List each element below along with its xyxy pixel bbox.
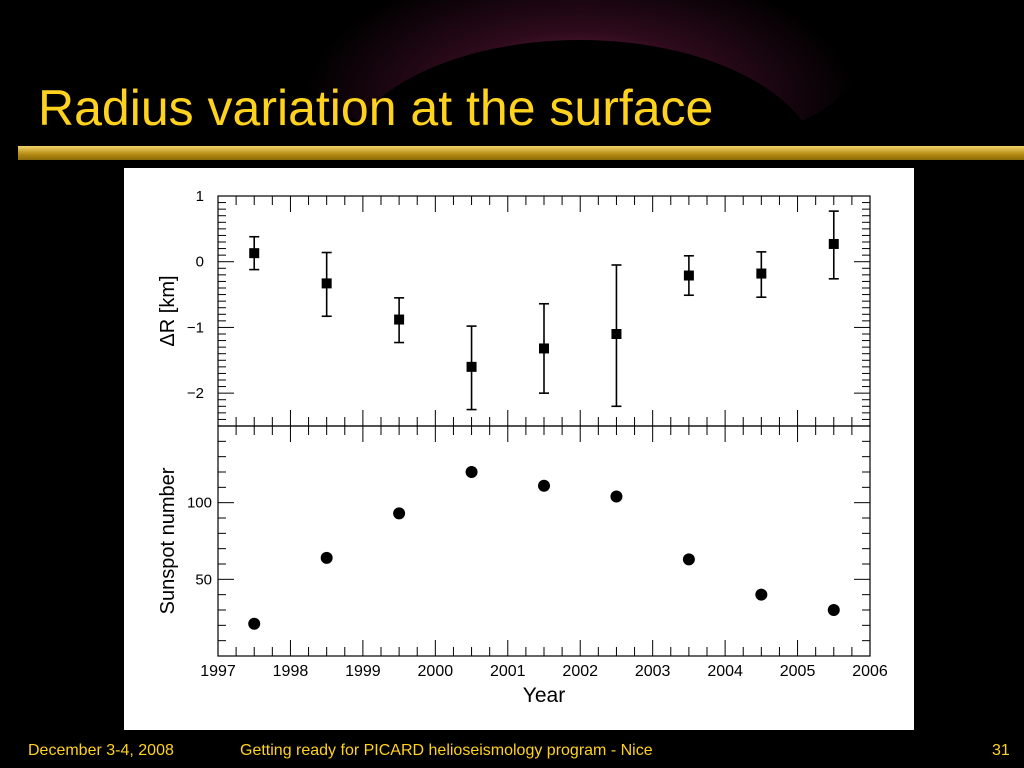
sunspot-data-point [755, 588, 768, 601]
top-y-tick-label: 0 [196, 254, 204, 271]
radius-data-point [611, 329, 622, 339]
radius-data-point [466, 361, 477, 372]
sunspot-data-point [610, 490, 623, 503]
x-tick-label: 2004 [707, 663, 743, 680]
sunspot-data-point [827, 604, 840, 616]
radius-data-point [394, 314, 405, 325]
radius-data-point [249, 248, 260, 259]
radius-data-point [828, 238, 839, 249]
radius-data-point [683, 270, 694, 281]
radius-data-point [539, 343, 549, 354]
title-rule [18, 146, 1024, 160]
x-tick-label: 2001 [490, 663, 526, 680]
radius-data-point [756, 268, 767, 279]
top-y-tick-label: −1 [187, 319, 204, 336]
slide-title: Radius variation at the surface [38, 80, 714, 136]
sunspot-data-point [682, 553, 695, 566]
sunspot-data-point [248, 617, 261, 630]
bottom-y-tick-label: 50 [195, 571, 212, 588]
x-tick-label: 2006 [852, 663, 888, 680]
x-tick-label: 1999 [345, 663, 381, 680]
figure-panel: 1 0 −1 −2 100 50 1997 1998 1999 2000 2001 2002 2003 2… [124, 168, 914, 730]
top-y-axis-label: ΔR [km] [157, 275, 179, 346]
x-tick-label: 2002 [562, 663, 598, 680]
top-y-tick-label: 1 [196, 188, 204, 205]
x-tick-label: 2005 [780, 663, 816, 680]
chart-figure: 1 0 −1 −2 100 50 1997 1998 1999 2000 2001 2002 2003 2… [157, 188, 888, 707]
bottom-plot-frame [217, 425, 871, 657]
x-tick-label: 2000 [418, 663, 454, 680]
x-tick-label: 1997 [200, 663, 236, 680]
sunspot-data-point [465, 466, 478, 478]
x-tick-label: 2003 [635, 663, 671, 680]
sunspot-data-point [538, 479, 550, 492]
footer-page-number: 31 [992, 742, 1010, 759]
sunspot-data-point [320, 551, 333, 564]
footer-date: December 3-4, 2008 [28, 742, 174, 759]
radius-data-point [321, 278, 332, 289]
footer-event: Getting ready for PICARD helioseismology… [240, 742, 653, 759]
top-y-tick-label: −2 [187, 385, 204, 402]
x-axis-label: Year [523, 684, 565, 707]
x-tick-label: 1998 [273, 663, 309, 680]
bottom-y-tick-label: 100 [187, 495, 212, 512]
sunspot-data-point [393, 507, 406, 520]
bottom-y-axis-label: Sunspot number [157, 467, 179, 614]
